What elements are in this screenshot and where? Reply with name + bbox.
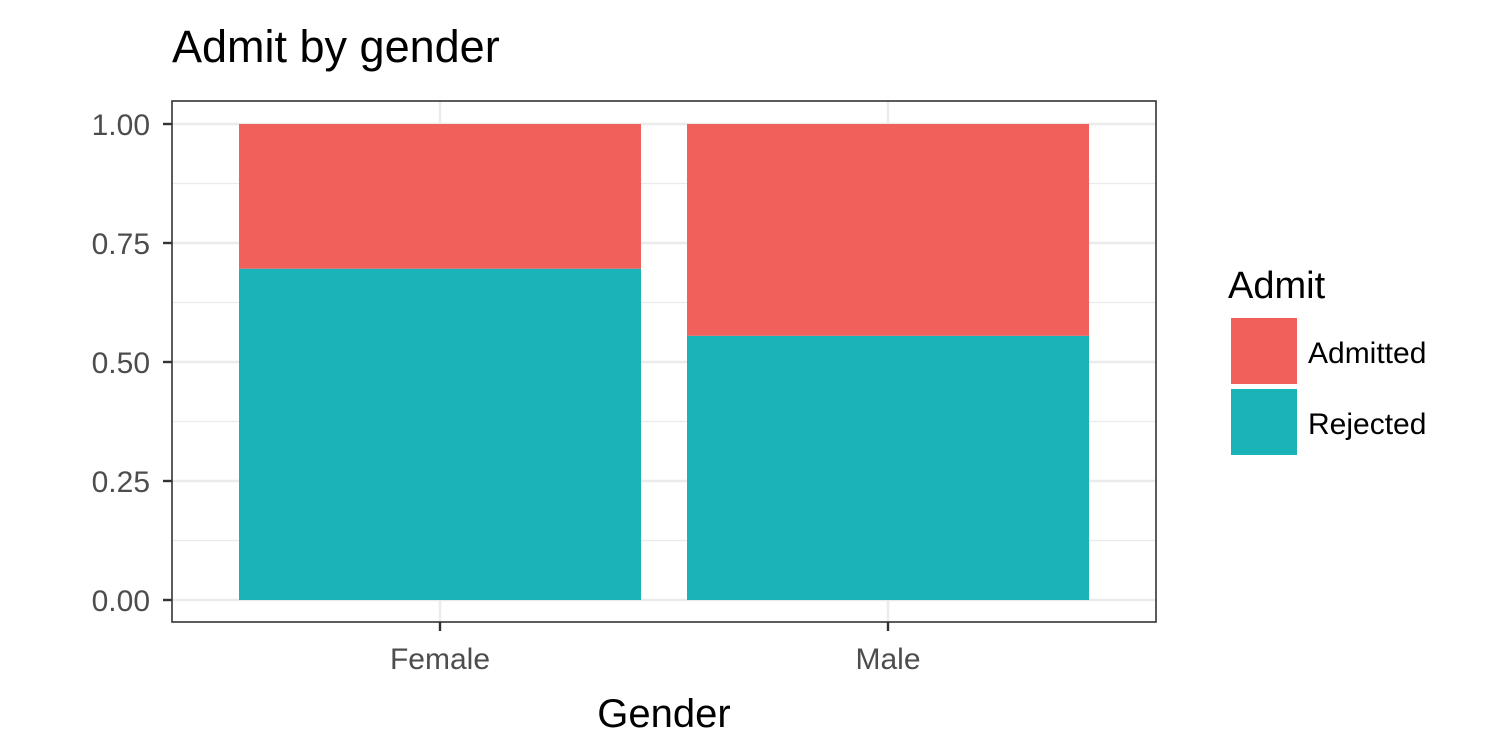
legend-label-admitted: Admitted [1308,337,1426,370]
legend-items: Admitted Rejected [1231,318,1426,455]
legend-title: Admit [1228,265,1326,307]
bars [239,124,1089,600]
bar-male-rejected [687,335,1089,600]
y-tick-label: 0.25 [92,466,150,499]
y-tick-label: 0.75 [92,228,150,261]
y-tick-label: 1.00 [92,109,150,142]
legend-swatch-admitted [1231,318,1297,384]
x-tick-label: Female [390,643,490,676]
legend-label-rejected: Rejected [1308,408,1426,441]
x-tick-label: Male [855,643,920,676]
x-axis: Female Male [390,622,921,676]
bar-female-rejected [239,268,641,600]
bar-male-admitted [687,124,1089,336]
chart-title: Admit by gender [172,21,500,72]
bar-female-admitted [239,124,641,269]
legend: Admit Admitted Rejected [1228,265,1426,455]
x-axis-title: Gender [597,692,730,736]
y-tick-label: 0.00 [92,585,150,618]
y-tick-label: 0.50 [92,347,150,380]
legend-swatch-rejected [1231,389,1297,455]
y-axis: 0.00 0.25 0.50 0.75 1.00 [92,109,172,618]
